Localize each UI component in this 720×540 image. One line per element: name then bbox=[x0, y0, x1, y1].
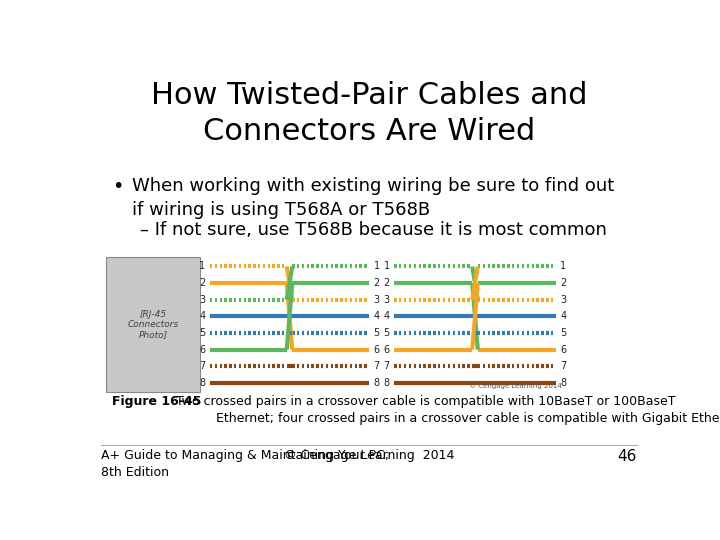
Text: – If not sure, use T568B because it is most common: – If not sure, use T568B because it is m… bbox=[140, 221, 607, 239]
Text: 3: 3 bbox=[384, 295, 390, 305]
Text: When working with existing wiring be sure to find out
if wiring is using T568A o: When working with existing wiring be sur… bbox=[132, 177, 614, 219]
Text: 7: 7 bbox=[383, 361, 390, 372]
Text: 8: 8 bbox=[384, 378, 390, 388]
Text: 4: 4 bbox=[560, 312, 567, 321]
Text: A+ Guide to Managing & Maintaining Your PC,
8th Edition: A+ Guide to Managing & Maintaining Your … bbox=[101, 449, 389, 480]
Text: 3: 3 bbox=[199, 295, 205, 305]
Text: 6: 6 bbox=[384, 345, 390, 355]
Text: 7: 7 bbox=[374, 361, 379, 372]
Text: 1: 1 bbox=[374, 261, 379, 272]
Text: Figure 16-45: Figure 16-45 bbox=[112, 395, 202, 408]
Text: 4: 4 bbox=[199, 312, 205, 321]
Text: 4: 4 bbox=[374, 312, 379, 321]
Text: •: • bbox=[112, 177, 124, 196]
Text: 2: 2 bbox=[374, 278, 379, 288]
Text: © Cengage Learning  2014: © Cengage Learning 2014 bbox=[284, 449, 454, 462]
Text: © Cengage Learning 2014: © Cengage Learning 2014 bbox=[469, 382, 562, 389]
Text: 46: 46 bbox=[618, 449, 637, 464]
Text: 1: 1 bbox=[384, 261, 390, 272]
Text: 3: 3 bbox=[374, 295, 379, 305]
Text: 7: 7 bbox=[560, 361, 567, 372]
Text: 1: 1 bbox=[199, 261, 205, 272]
Text: How Twisted-Pair Cables and
Connectors Are Wired: How Twisted-Pair Cables and Connectors A… bbox=[150, 82, 588, 146]
FancyBboxPatch shape bbox=[106, 258, 200, 392]
Text: 2: 2 bbox=[383, 278, 390, 288]
Text: 6: 6 bbox=[199, 345, 205, 355]
Text: Two crossed pairs in a crossover cable is compatible with 10BaseT or 100BaseT
  : Two crossed pairs in a crossover cable i… bbox=[176, 395, 720, 426]
Text: 6: 6 bbox=[374, 345, 379, 355]
Text: 5: 5 bbox=[199, 328, 205, 338]
Text: 5: 5 bbox=[560, 328, 567, 338]
Text: 6: 6 bbox=[560, 345, 567, 355]
Text: 4: 4 bbox=[384, 312, 390, 321]
Text: [RJ-45
Connectors
Photo]: [RJ-45 Connectors Photo] bbox=[127, 310, 179, 340]
Text: 8: 8 bbox=[560, 378, 567, 388]
Text: 1: 1 bbox=[560, 261, 567, 272]
Text: 2: 2 bbox=[560, 278, 567, 288]
Text: 5: 5 bbox=[374, 328, 379, 338]
Text: 7: 7 bbox=[199, 361, 205, 372]
Text: 3: 3 bbox=[560, 295, 567, 305]
Text: 8: 8 bbox=[199, 378, 205, 388]
Text: 2: 2 bbox=[199, 278, 205, 288]
Text: 5: 5 bbox=[383, 328, 390, 338]
Text: 8: 8 bbox=[374, 378, 379, 388]
